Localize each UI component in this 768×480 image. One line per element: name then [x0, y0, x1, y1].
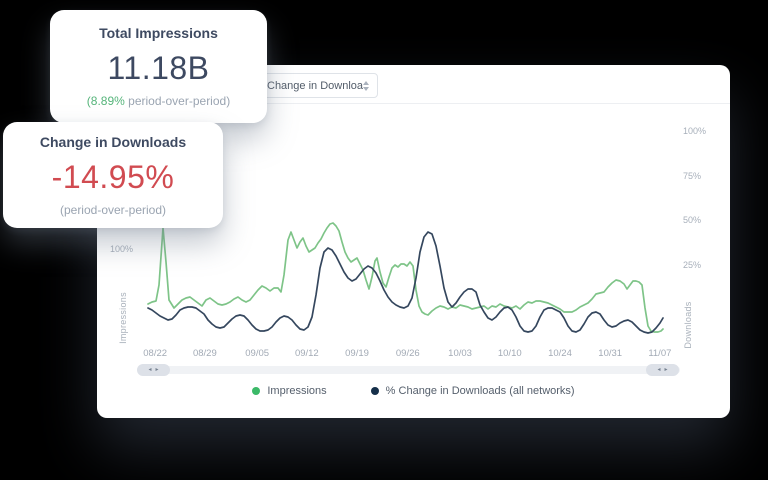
x-axis-label: 09/12	[294, 348, 319, 359]
x-axis-label: 10/31	[598, 348, 623, 359]
left-axis-title: Impressions	[118, 292, 128, 344]
kpi-delta: (8.89%	[86, 94, 125, 108]
x-axis-label: 10/03	[448, 348, 472, 359]
legend-item-impressions[interactable]: Impressions	[252, 385, 327, 397]
series-line-downloads-change	[147, 231, 664, 334]
legend-label: Impressions	[267, 385, 327, 397]
kpi-subtext-rest: period-over-period)	[124, 94, 231, 108]
right-axis-tick: 100%	[683, 126, 707, 136]
range-handle-left[interactable]: ◂ ▸	[137, 364, 170, 376]
kpi-card-total-impressions: Total Impressions 11.18B (8.89% period-o…	[50, 10, 267, 123]
kpi-title: Total Impressions	[99, 25, 218, 41]
kpi-title: Change in Downloads	[39, 133, 187, 150]
right-axis-title: Downloads	[683, 301, 693, 349]
kpi-value: -14.95%	[51, 158, 175, 195]
x-axis-label: 10/10	[497, 348, 522, 359]
scroll-right-icon: ▸	[155, 367, 159, 373]
legend-item-downloads-change[interactable]: % Change in Downloads (all networks)	[370, 385, 575, 397]
x-axis-label: 09/26	[395, 348, 420, 359]
x-axis-label: 10/24	[548, 348, 572, 359]
x-axis-label: 08/29	[192, 348, 217, 359]
x-axis-label: 09/19	[345, 348, 369, 359]
metric-select[interactable]: Change in Downloads	[258, 73, 378, 98]
right-axis-ticks: 100% 75% 50% 25%	[681, 110, 717, 345]
select-caret-icon	[363, 80, 369, 91]
panel-header: Change in Downloads	[97, 65, 730, 104]
x-axis-labels: 08/22 08/29 09/05 09/12 09/19 09/26 10/03 10/10…	[140, 348, 671, 360]
scroll-right-icon: ▸	[664, 367, 668, 373]
kpi-card-change-in-downloads: Change in Downloads -14.95% (period-over…	[3, 122, 223, 228]
series-line-impressions	[147, 222, 664, 333]
right-axis-tick: 50%	[683, 215, 702, 225]
legend-dot	[252, 387, 261, 395]
metric-select-value: Change in Downloads	[267, 79, 363, 92]
chart-range-scrollbar[interactable]: ◂ ▸ ◂ ▸	[137, 364, 680, 376]
kpi-subtext-rest: (period-over-period)	[59, 202, 167, 217]
range-handle-right[interactable]: ◂ ▸	[646, 364, 679, 376]
chart-plot-area[interactable]	[140, 110, 664, 345]
dashboard-panel: Change in Downloads 100% Impressions 100…	[97, 65, 730, 418]
legend-dot	[370, 387, 379, 395]
kpi-value: 11.18B	[107, 50, 210, 86]
scroll-left-icon: ◂	[657, 367, 661, 373]
right-axis-tick: 25%	[683, 260, 702, 270]
left-axis-ticks: 100%	[101, 110, 135, 345]
chart-svg	[147, 222, 664, 334]
kpi-subtext: (8.89% period-over-period)	[87, 94, 230, 108]
x-axis-label: 11/07	[648, 348, 672, 359]
x-axis-label: 09/05	[245, 348, 270, 359]
x-axis-label: 08/22	[143, 348, 168, 359]
left-axis-tick: 100%	[109, 244, 133, 254]
chart-legend: Impressions % Change in Downloads (all n…	[97, 385, 730, 397]
kpi-subtext: (period-over-period)	[60, 203, 166, 217]
right-axis-tick: 75%	[683, 171, 702, 181]
scroll-left-icon: ◂	[148, 367, 152, 373]
legend-label: % Change in Downloads (all networks)	[385, 385, 575, 397]
